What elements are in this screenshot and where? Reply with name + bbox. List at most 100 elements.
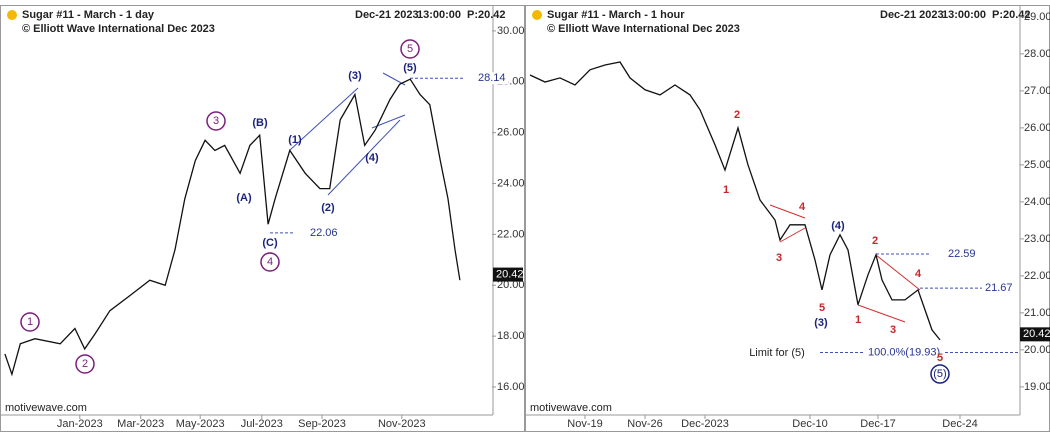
price-tag	[1020, 327, 1050, 342]
wave-label: (A)	[236, 192, 252, 204]
wave-label: 1	[27, 316, 33, 328]
wave-label: (B)	[252, 117, 268, 129]
trend-line	[779, 227, 806, 243]
wave-label: (5)	[403, 62, 417, 74]
minor-wave-label: 5	[819, 302, 825, 314]
wave-label: (2)	[321, 202, 335, 214]
x-tick-label: Jan-2023	[57, 418, 103, 430]
wave-label: (3)	[348, 70, 362, 82]
x-tick-label: Sep-2023	[298, 418, 346, 430]
level-label: 22.06	[310, 227, 338, 239]
x-tick-label: May-2023	[176, 418, 225, 430]
price-line	[529, 61, 941, 341]
minor-wave-label: 4	[915, 268, 922, 280]
x-tick-label: Nov-19	[567, 418, 602, 430]
level-label: 100.0%(19.93)	[868, 346, 940, 358]
y-tick-label: 24.00	[497, 177, 525, 189]
chart-subtitle: © Elliott Wave International Dec 2023	[547, 23, 740, 35]
y-tick-label: 27.00	[1024, 85, 1050, 97]
x-tick-label: Dec-17	[860, 418, 895, 430]
note: Limit for (5)	[749, 347, 805, 359]
minor-wave-label: 4	[799, 201, 806, 213]
level-label: 22.59	[948, 248, 976, 260]
level-label-bg	[945, 248, 979, 261]
wave-label: 3	[213, 115, 219, 127]
x-tick-label: Dec-2023	[681, 418, 729, 430]
trend-line	[289, 87, 359, 151]
chart-title: Sugar #11 - March - 1 day	[22, 9, 155, 21]
price-line	[4, 78, 461, 377]
level-label: 28.14	[478, 72, 506, 84]
y-tick-label: 18.00	[497, 330, 525, 342]
y-tick-label: 28.00	[1024, 48, 1050, 60]
price-tag-label: 20.42	[496, 268, 524, 280]
wave-circle	[75, 354, 95, 374]
wave-label: (3)	[814, 317, 828, 329]
x-tick-label: Jul-2023	[241, 418, 283, 430]
header-price: P:20.42	[992, 9, 1031, 21]
wave-circle	[260, 252, 280, 272]
header-time: 13:00:00	[942, 9, 986, 21]
minor-wave-label: 3	[890, 324, 896, 336]
chart-subtitle: © Elliott Wave International Dec 2023	[22, 23, 215, 35]
minor-wave-label: 2	[872, 235, 878, 247]
minor-wave-label: 3	[776, 252, 782, 264]
level-label-bg	[307, 226, 341, 239]
wave-label: (4)	[831, 220, 845, 232]
wave-label: (5)	[933, 368, 946, 380]
y-tick-label: 24.00	[1024, 196, 1050, 208]
price-tag-label: 20.42	[1023, 328, 1050, 340]
x-tick-label: Mar-2023	[117, 418, 164, 430]
level-label: 21.67	[985, 282, 1013, 294]
minor-wave-label: 5	[937, 352, 943, 364]
watermark: motivewave.com	[530, 402, 612, 414]
x-tick-label: Dec-10	[792, 418, 827, 430]
y-tick-label: 30.00	[497, 25, 525, 37]
price-tag	[493, 267, 523, 282]
title-dot	[532, 10, 542, 20]
y-tick-label: 22.00	[1024, 270, 1050, 282]
wave-label: 2	[82, 358, 88, 370]
y-tick-label: 16.00	[497, 381, 525, 393]
wave-label: (C)	[262, 237, 278, 249]
level-label-bg	[982, 282, 1016, 295]
x-tick-label: Dec-24	[942, 418, 977, 430]
trend-line	[875, 254, 921, 291]
triangle-lines	[769, 204, 921, 323]
trend-line	[327, 119, 401, 196]
chart-title: Sugar #11 - March - 1 hour	[547, 9, 685, 21]
wave-circle	[20, 312, 40, 332]
level-label-bg	[865, 346, 944, 359]
header-date: Dec-21 2023	[880, 9, 944, 21]
trend-line	[769, 204, 806, 219]
wave-label: (1)	[288, 134, 302, 146]
y-tick-label: 22.00	[497, 228, 525, 240]
minor-wave-label: 1	[723, 184, 729, 196]
wave-circle	[206, 111, 226, 131]
y-tick-label: 25.00	[1024, 159, 1050, 171]
wave-circle	[400, 39, 420, 59]
wave-label: 4	[267, 256, 273, 268]
level-label-bg	[475, 72, 509, 85]
header-date: Dec-21 2023	[355, 9, 419, 21]
y-tick-label: 26.00	[497, 127, 525, 139]
y-tick-label: 23.00	[1024, 233, 1050, 245]
y-tick-label: 21.00	[1024, 307, 1050, 319]
y-tick-label: 19.00	[1024, 381, 1050, 393]
y-tick-label: 29.00	[1024, 11, 1050, 23]
y-tick-label: 20.00	[1024, 344, 1050, 356]
x-tick-label: Nov-26	[627, 418, 662, 430]
y-tick-label: 26.00	[1024, 122, 1050, 134]
minor-wave-label: 1	[855, 314, 861, 326]
title-dot	[7, 10, 17, 20]
y-tick-label: 20.00	[497, 279, 525, 291]
trend-line	[857, 304, 906, 323]
wave-label: 5	[407, 43, 413, 55]
x-tick-label: Nov-2023	[378, 418, 426, 430]
watermark: motivewave.com	[5, 402, 87, 414]
wave-label: (4)	[365, 152, 379, 164]
header-time: 13:00:00	[417, 9, 461, 21]
header-price: P:20.42	[467, 9, 506, 21]
wave-circle	[930, 364, 950, 384]
